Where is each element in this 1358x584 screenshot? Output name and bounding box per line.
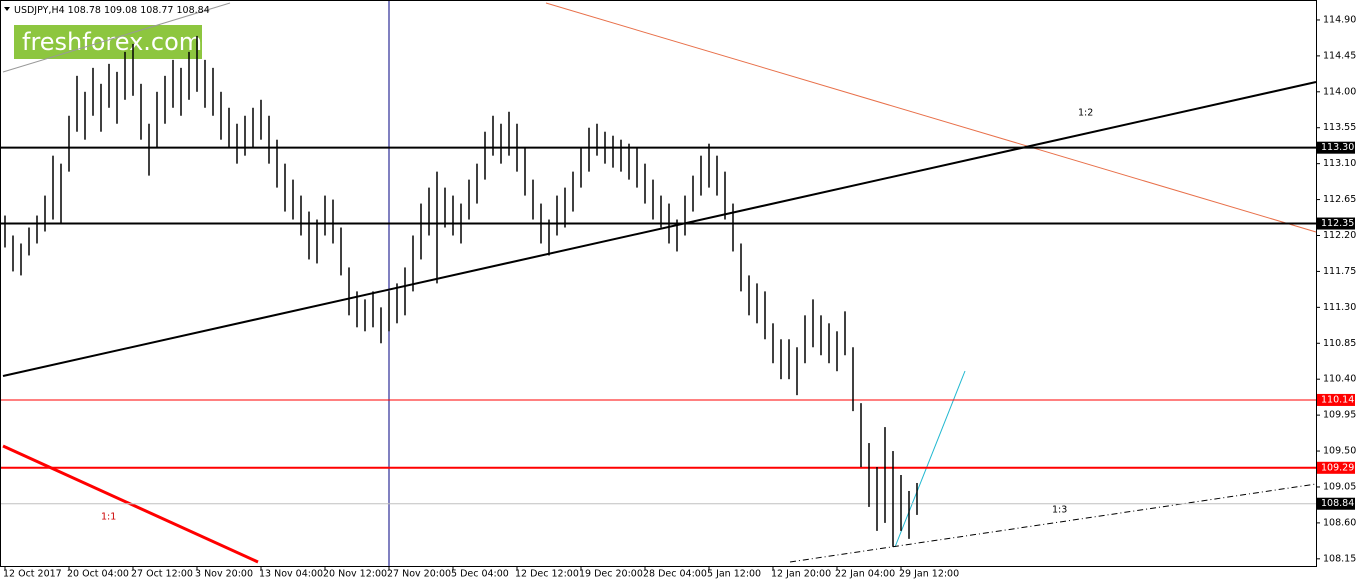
- trend-line: [2, 2, 231, 73]
- level-label: 113.30: [1321, 142, 1354, 153]
- x-tick-label: 28 Dec 04:00: [643, 569, 707, 580]
- y-tick-label: 109.50: [1323, 446, 1356, 457]
- y-tick-label: 108.15: [1323, 553, 1356, 564]
- y-tick-label: 109.05: [1323, 481, 1356, 492]
- y-tick-label: 111.75: [1323, 266, 1356, 277]
- trend-line: [545, 2, 1317, 233]
- y-tick-label: 112.65: [1323, 194, 1356, 205]
- menu-arrow[interactable]: [4, 7, 10, 11]
- x-tick-label: 3 Nov 20:00: [195, 569, 253, 580]
- annotation: 1:2: [1078, 108, 1093, 119]
- y-tick-label: 111.30: [1323, 302, 1356, 313]
- x-tick-label: 19 Dec 20:00: [579, 569, 643, 580]
- watermark-box: [14, 25, 202, 59]
- y-tick-label: 114.45: [1323, 50, 1356, 61]
- y-tick-label: 112.20: [1323, 230, 1356, 241]
- watermark: freshforex.com: [22, 28, 202, 56]
- level-label: 110.14: [1321, 394, 1354, 405]
- x-tick-label: 29 Jan 12:00: [899, 569, 959, 580]
- y-tick-label: 113.55: [1323, 122, 1356, 133]
- header: USDJPY,H4 108.78 109.08 108.77 108.84: [14, 5, 210, 16]
- x-tick-label: 13 Nov 04:00: [259, 569, 323, 580]
- x-tick-label: 27 Oct 12:00: [131, 569, 193, 580]
- y-tick-label: 110.40: [1323, 374, 1356, 385]
- y-tick-label: 109.95: [1323, 410, 1356, 421]
- x-tick-label: 12 Dec 12:00: [515, 569, 579, 580]
- y-tick-label: 108.60: [1323, 517, 1356, 528]
- level-box: [1317, 217, 1355, 230]
- level-box: [1317, 141, 1355, 154]
- x-tick-label: 20 Nov 12:00: [323, 569, 387, 580]
- x-tick-label: 12 Oct 2017: [3, 569, 62, 580]
- y-tick-label: 113.10: [1323, 158, 1356, 169]
- y-tick-label: 110.85: [1323, 338, 1356, 349]
- annotation: 1:1: [101, 512, 116, 523]
- level-label: 109.29: [1321, 462, 1354, 473]
- x-tick-label: 20 Oct 04:00: [67, 569, 129, 580]
- x-tick-label: 5 Dec 04:00: [451, 569, 509, 580]
- trend-line: [789, 483, 1317, 563]
- trend-line: [2, 81, 1317, 377]
- x-tick-label: 12 Jan 20:00: [771, 569, 831, 580]
- level-box: [1317, 497, 1355, 510]
- level-label: 112.35: [1321, 218, 1354, 229]
- y-tick-label: 114.00: [1323, 86, 1356, 97]
- x-tick-label: 22 Jan 04:00: [835, 569, 895, 580]
- level-label: 108.84: [1321, 498, 1354, 509]
- plot-frame: [0, 0, 1317, 567]
- annotation: 1:3: [1052, 505, 1067, 516]
- level-box: [1317, 461, 1355, 474]
- y-tick-label: 114.90: [1323, 14, 1356, 25]
- x-tick-label: 27 Nov 20:00: [387, 569, 451, 580]
- x-tick-label: 5 Jan 12:00: [707, 569, 761, 580]
- level-box: [1317, 393, 1355, 406]
